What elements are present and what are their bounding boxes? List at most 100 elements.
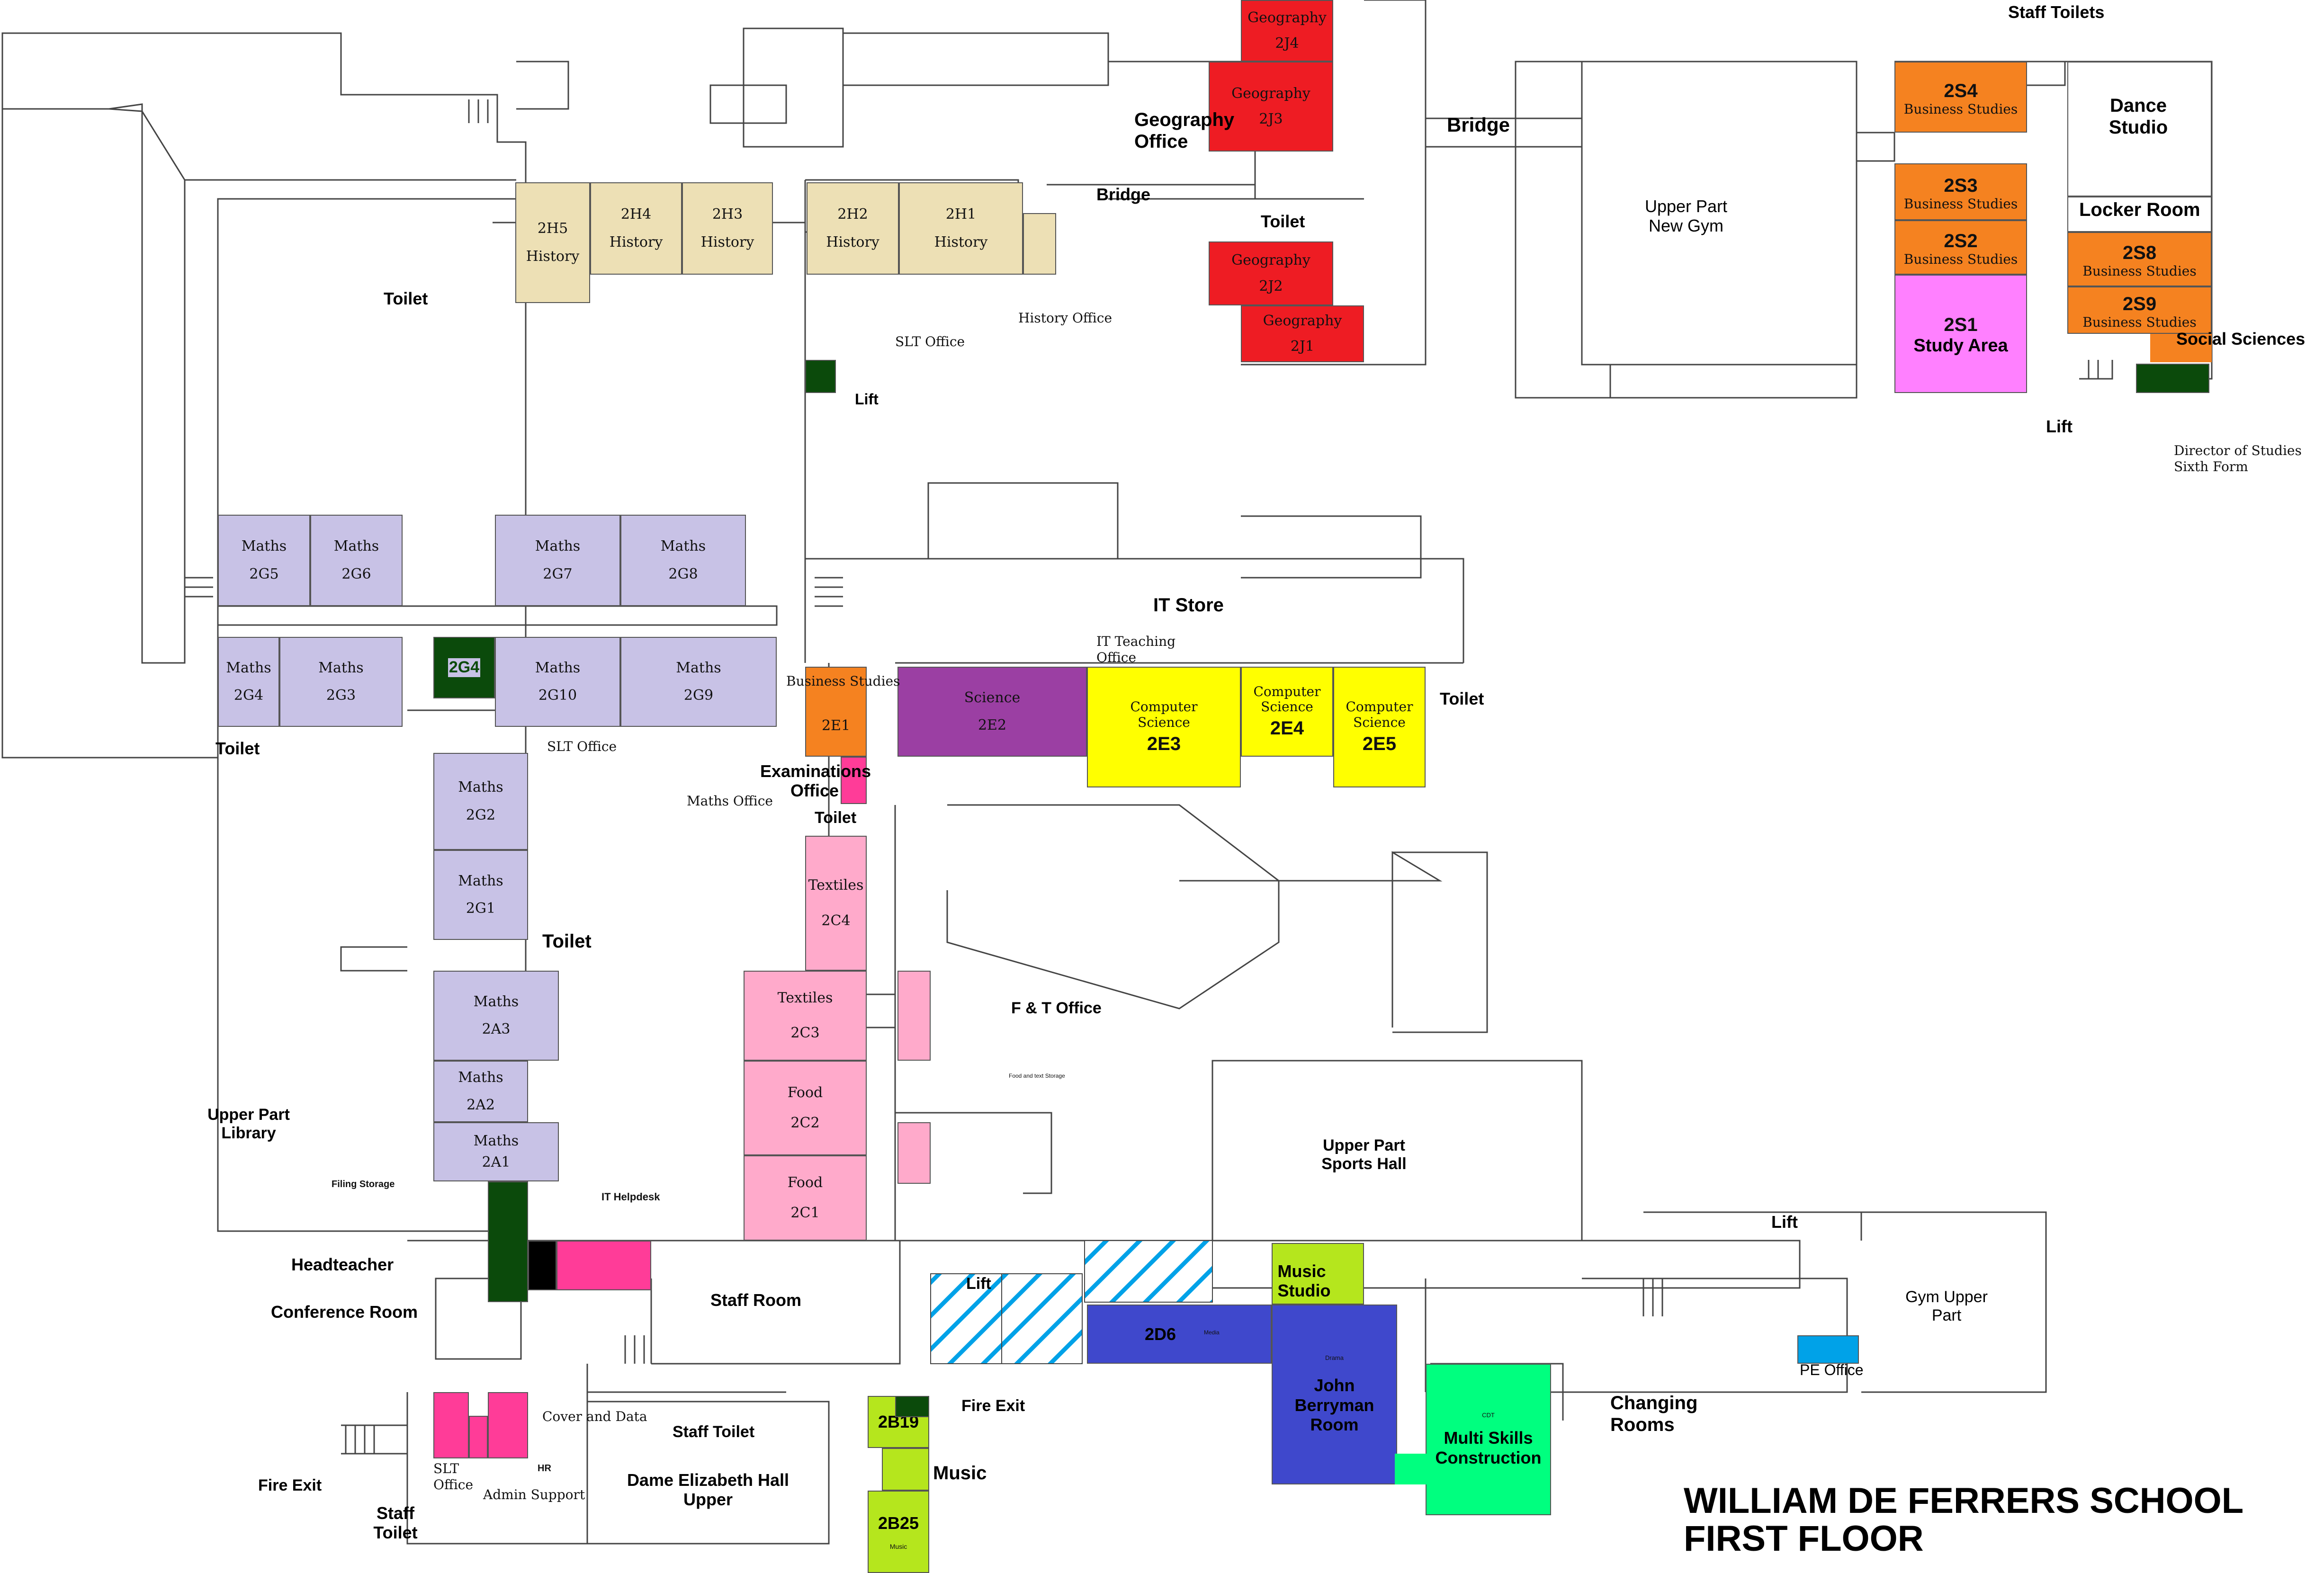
label-staff-toilets: Staff Toilets bbox=[2008, 2, 2105, 22]
room-subject: Geography bbox=[1247, 9, 1327, 26]
label-staff-toilet-hall: Staff Toilet bbox=[673, 1423, 755, 1441]
room-subject: Maths bbox=[473, 1133, 519, 1149]
room-2h3: 2H3 History bbox=[682, 182, 773, 275]
label-lift-ne: Lift bbox=[2046, 417, 2073, 436]
room-2g10: Maths 2G10 bbox=[495, 637, 620, 727]
room-subject: Computer Science bbox=[1130, 699, 1198, 730]
label-pe-office: PE Office bbox=[1800, 1361, 1864, 1378]
room-2h2: 2H2 History bbox=[807, 182, 899, 275]
label-upper-new-gym: Upper Part New Gym bbox=[1644, 197, 1728, 236]
room-subject: Food bbox=[787, 1174, 823, 1191]
room-2j1: Geography 2J1 bbox=[1241, 305, 1364, 362]
slt-office-bottom-room bbox=[433, 1392, 469, 1458]
room-code: 2S4 bbox=[1944, 80, 1978, 101]
room-2j3: Geography 2J3 bbox=[1209, 62, 1333, 152]
label-headteacher: Headteacher bbox=[291, 1255, 394, 1274]
label-toilet-north: Toilet bbox=[384, 289, 428, 308]
room-2e3: Computer Science 2E3 bbox=[1087, 667, 1241, 787]
room-subject: Maths bbox=[226, 659, 271, 676]
room-2h5: 2H5 History bbox=[515, 182, 590, 303]
room-subject: Media bbox=[1204, 1329, 1220, 1336]
room-2j2: Geography 2J2 bbox=[1209, 241, 1333, 305]
room-code: 2J4 bbox=[1275, 35, 1299, 52]
room-2a1: Maths 2A1 bbox=[433, 1122, 559, 1181]
label-toilet-cs: Toilet bbox=[1440, 689, 1484, 708]
room-subject: Maths bbox=[535, 538, 581, 554]
label-staff-toilet-west: Staff Toilet bbox=[373, 1503, 418, 1543]
label-it-teaching-office: IT Teaching Office bbox=[1096, 634, 1176, 665]
room-2e4: Computer Science 2E4 bbox=[1241, 667, 1333, 757]
room-code: 2E3 bbox=[1147, 733, 1181, 754]
room-code: 2C2 bbox=[790, 1115, 820, 1131]
room-subject: Business Studies bbox=[1903, 251, 2018, 268]
room-code: 2G2 bbox=[466, 806, 496, 823]
room-subject: History bbox=[826, 233, 879, 250]
label-staff-room: Staff Room bbox=[710, 1290, 801, 1310]
room-subject: Maths bbox=[458, 779, 503, 795]
room-code: 2H4 bbox=[620, 206, 652, 223]
label-it-store: IT Store bbox=[1153, 595, 1224, 616]
room-2s8: 2S8 Business Studies bbox=[2067, 232, 2212, 286]
room-subject: History bbox=[700, 233, 754, 250]
label-gym-upper: Gym Upper Part bbox=[1905, 1288, 1988, 1325]
room-2a3: Maths 2A3 bbox=[433, 971, 559, 1061]
label-slt-office-mid: SLT Office bbox=[547, 739, 617, 754]
food-storage-room bbox=[897, 1122, 931, 1184]
label-filing-storage: Filing Storage bbox=[332, 1179, 395, 1189]
label-upper-sports-hall: Upper Part Sports Hall bbox=[1321, 1136, 1407, 1173]
room-2d6: 2D6 Media bbox=[1087, 1305, 1272, 1364]
room-code: 2G7 bbox=[543, 565, 573, 582]
room-2s9: 2S9 Business Studies bbox=[2067, 286, 2212, 334]
room-code: 2E5 bbox=[1362, 733, 1397, 754]
label-toilet-exam: Toilet bbox=[815, 809, 857, 827]
room-subject: Computer Science bbox=[1346, 699, 1413, 730]
room-subject: Maths bbox=[318, 659, 364, 676]
room-subject: Maths bbox=[458, 872, 503, 889]
it-helpdesk-room bbox=[556, 1241, 651, 1290]
lift-center-room bbox=[805, 360, 836, 393]
label-music: Music bbox=[933, 1463, 987, 1484]
room-code: 2G4 bbox=[233, 687, 264, 704]
room-code: 2A3 bbox=[482, 1021, 511, 1037]
room-code: 2G4 bbox=[448, 658, 481, 677]
label-fire-exit-center: Fire Exit bbox=[961, 1397, 1025, 1415]
room-subject: Business Studies bbox=[2082, 314, 2197, 330]
room-2g2: Maths 2G2 bbox=[433, 753, 528, 850]
room-subject: Maths bbox=[676, 659, 721, 676]
room-2g8: Maths 2G8 bbox=[620, 515, 746, 606]
music-studio-room: Music Studio bbox=[1272, 1243, 1364, 1305]
label-cover-and-data: Cover and Data bbox=[542, 1409, 647, 1424]
label-history-office: History Office bbox=[1018, 310, 1113, 326]
map-title-line2: FIRST FLOOR bbox=[1684, 1518, 1924, 1559]
label-changing-rooms: Changing Rooms bbox=[1610, 1393, 1698, 1435]
room-2e1: 2E1 bbox=[805, 667, 867, 757]
room-subject: Maths bbox=[535, 659, 581, 676]
room-2g7: Maths 2G7 bbox=[495, 515, 620, 606]
room-subject: Business Studies bbox=[1903, 196, 2018, 212]
room-2h1: 2H1 History bbox=[899, 182, 1023, 275]
room-code: 2G3 bbox=[326, 687, 356, 704]
room-label: Multi Skills Construction bbox=[1435, 1428, 1542, 1467]
room-2s1: 2S1 Study Area bbox=[1894, 275, 2027, 393]
director-office-room bbox=[2136, 364, 2209, 393]
label-toilet-west: Toilet bbox=[215, 739, 260, 758]
social-sciences-room bbox=[2150, 334, 2212, 362]
label-social-sciences: Social Sciences bbox=[2176, 329, 2306, 349]
room-2e5: Computer Science 2E5 bbox=[1333, 667, 1426, 787]
room-2b25: 2B25 Music bbox=[868, 1491, 929, 1573]
music-corridor-room bbox=[882, 1448, 929, 1491]
label-geography-office: Geography Office bbox=[1134, 109, 1235, 152]
room-subject: History bbox=[934, 233, 988, 250]
room-subject: Maths bbox=[458, 1069, 503, 1086]
room-code: 2C4 bbox=[821, 912, 851, 929]
label-fire-exit-west: Fire Exit bbox=[258, 1476, 322, 1494]
room-code: 2G6 bbox=[341, 565, 371, 582]
ft-office-room bbox=[897, 971, 931, 1061]
dance-studio-room bbox=[2067, 62, 2212, 197]
room-subject: Maths bbox=[660, 538, 706, 554]
label-lift-stairs: Lift bbox=[966, 1275, 991, 1293]
room-code: 2J2 bbox=[1259, 277, 1283, 295]
room-2s3: 2S3 Business Studies bbox=[1894, 163, 2027, 220]
room-subject: Maths bbox=[473, 993, 519, 1010]
